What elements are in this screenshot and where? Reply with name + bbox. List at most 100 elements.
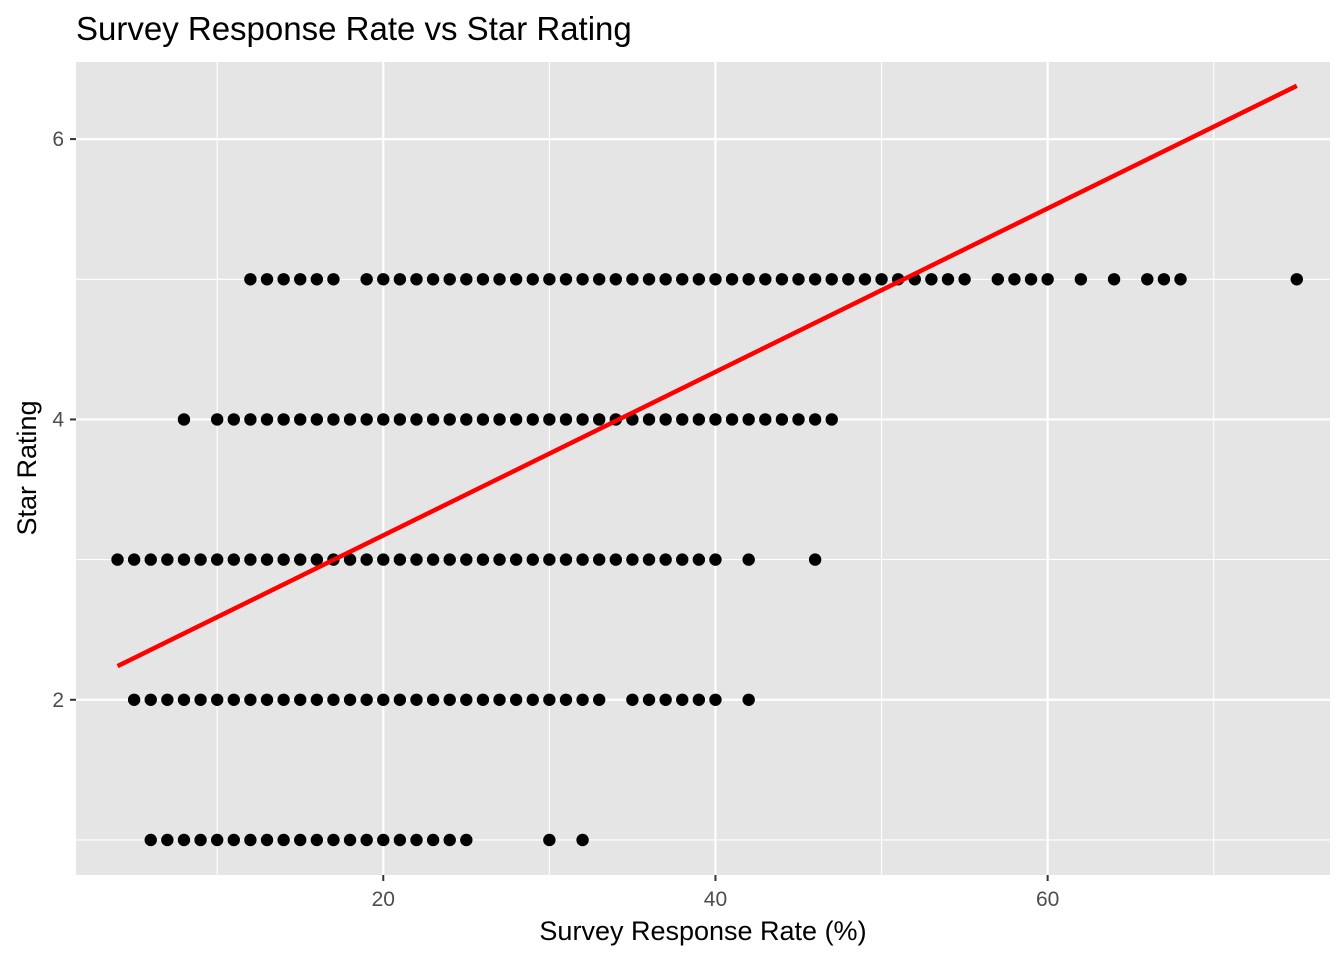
data-point — [294, 834, 306, 846]
data-point — [128, 553, 140, 565]
data-point — [676, 694, 688, 706]
data-point — [410, 553, 422, 565]
data-point — [510, 273, 522, 285]
data-point — [394, 694, 406, 706]
data-point — [742, 273, 754, 285]
data-point — [693, 273, 705, 285]
data-point — [211, 834, 223, 846]
data-point — [643, 694, 655, 706]
data-point — [394, 273, 406, 285]
data-point — [842, 273, 854, 285]
data-point — [1008, 273, 1020, 285]
data-point — [294, 413, 306, 425]
data-point — [576, 553, 588, 565]
data-point — [626, 694, 638, 706]
data-point — [610, 273, 622, 285]
data-point — [610, 553, 622, 565]
data-point — [360, 553, 372, 565]
data-point — [360, 694, 372, 706]
data-point — [460, 553, 472, 565]
data-point — [543, 834, 555, 846]
data-point — [261, 553, 273, 565]
data-point — [394, 553, 406, 565]
y-tick-label: 6 — [52, 128, 64, 151]
data-point — [709, 553, 721, 565]
data-point — [327, 413, 339, 425]
data-point — [344, 694, 356, 706]
data-point — [261, 413, 273, 425]
data-point — [410, 273, 422, 285]
data-point — [676, 553, 688, 565]
data-point — [228, 413, 240, 425]
x-tick-label: 60 — [1036, 888, 1059, 911]
y-tick-label: 4 — [52, 408, 64, 431]
data-point — [593, 553, 605, 565]
data-point — [693, 553, 705, 565]
data-point — [277, 553, 289, 565]
data-point — [958, 273, 970, 285]
data-point — [294, 553, 306, 565]
data-point — [277, 413, 289, 425]
data-point — [925, 273, 937, 285]
data-point — [776, 273, 788, 285]
data-point — [211, 413, 223, 425]
data-point — [809, 553, 821, 565]
data-point — [659, 273, 671, 285]
data-point — [228, 834, 240, 846]
data-point — [726, 413, 738, 425]
data-point — [826, 413, 838, 425]
data-point — [493, 413, 505, 425]
data-point — [1291, 273, 1303, 285]
x-tick-label: 20 — [372, 888, 395, 911]
data-point — [709, 273, 721, 285]
data-point — [277, 834, 289, 846]
data-point — [444, 834, 456, 846]
data-point — [261, 273, 273, 285]
y-tick-label: 2 — [52, 689, 64, 712]
data-point — [277, 273, 289, 285]
data-point — [693, 413, 705, 425]
data-point — [527, 273, 539, 285]
data-point — [178, 553, 190, 565]
data-point — [759, 273, 771, 285]
data-point — [427, 694, 439, 706]
data-point — [792, 273, 804, 285]
data-point — [344, 413, 356, 425]
data-point — [709, 413, 721, 425]
data-point — [543, 413, 555, 425]
data-point — [709, 694, 721, 706]
data-point — [377, 413, 389, 425]
data-point — [1141, 273, 1153, 285]
data-point — [576, 694, 588, 706]
plot-panel — [76, 62, 1330, 875]
data-point — [244, 694, 256, 706]
data-point — [178, 694, 190, 706]
data-point — [493, 553, 505, 565]
data-point — [493, 694, 505, 706]
data-point — [1025, 273, 1037, 285]
data-point — [377, 834, 389, 846]
data-point — [460, 413, 472, 425]
data-point — [477, 694, 489, 706]
data-point — [311, 273, 323, 285]
data-point — [211, 553, 223, 565]
data-point — [178, 834, 190, 846]
data-point — [726, 273, 738, 285]
data-point — [327, 834, 339, 846]
data-point — [576, 273, 588, 285]
data-point — [277, 694, 289, 706]
data-point — [593, 273, 605, 285]
data-point — [377, 273, 389, 285]
data-point — [161, 694, 173, 706]
data-point — [477, 273, 489, 285]
data-point — [228, 694, 240, 706]
data-point — [576, 834, 588, 846]
data-point — [742, 413, 754, 425]
data-point — [294, 694, 306, 706]
data-point — [1108, 273, 1120, 285]
data-point — [311, 834, 323, 846]
data-point — [643, 273, 655, 285]
data-point — [444, 553, 456, 565]
